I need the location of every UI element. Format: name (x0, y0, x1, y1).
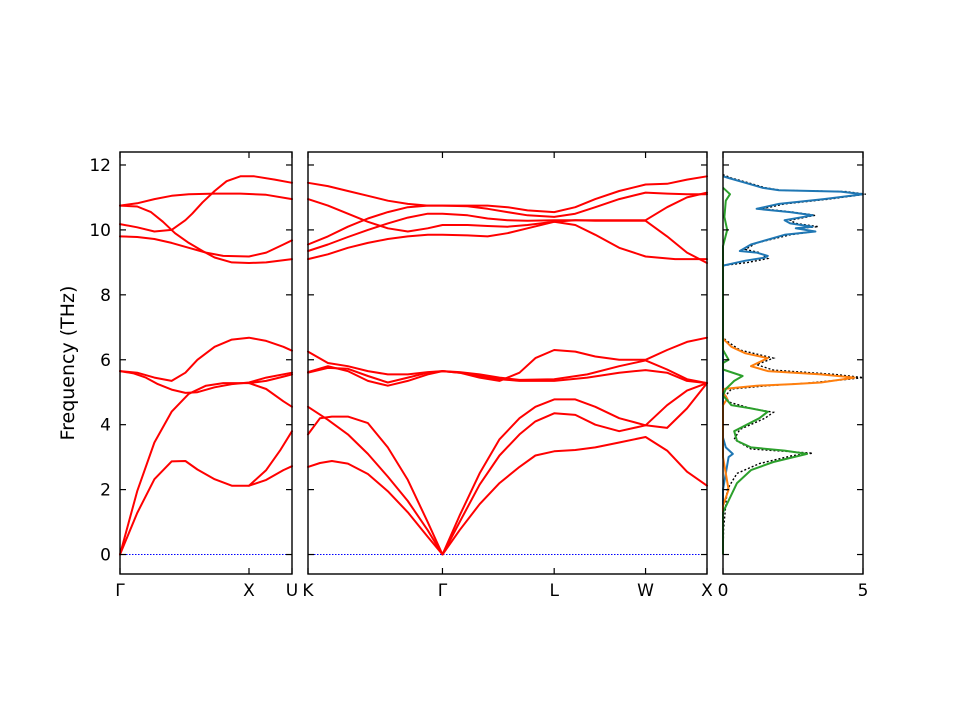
k-gamma-l-w-x-band-3 (307, 366, 708, 385)
gamma-x-u-xtick-label: Γ (115, 581, 125, 601)
k-gamma-l-w-x-band-2 (307, 382, 708, 556)
ytick-label: 10 (89, 221, 111, 241)
ytick-label: 2 (100, 481, 111, 501)
k-gamma-l-w-x-band-10 (307, 175, 708, 214)
gamma-x-u-band-9 (119, 192, 293, 207)
dos-series-2 (722, 186, 808, 555)
ytick-label: 4 (100, 416, 111, 436)
k-gamma-l-w-x-band-8 (307, 191, 708, 246)
gamma-x-u-band-7 (119, 175, 293, 233)
k-gamma-l-w-x-frame (307, 151, 708, 575)
gamma-x-u-band-0 (119, 460, 293, 556)
k-gamma-l-w-x-xtick-label: Γ (438, 581, 448, 601)
ytick-label: 12 (89, 156, 111, 176)
panel-gamma-x-u: 0 2 4 6 8 10 12 Γ X U (89, 151, 298, 601)
dos-series-1 (722, 337, 856, 555)
k-gamma-l-w-x-xtick-label: K (302, 581, 314, 601)
dos-series-0 (722, 175, 864, 535)
k-gamma-l-w-x-xtick-label: W (637, 581, 654, 601)
k-gamma-l-w-x-band-6 (307, 220, 708, 261)
dos-xtick-label: 0 (718, 581, 729, 601)
gamma-x-u-band-1 (119, 382, 293, 556)
gamma-x-u-frame (119, 151, 293, 575)
k-gamma-l-w-x-band-1 (307, 382, 708, 556)
gamma-x-u-band-8 (119, 204, 293, 264)
y-axis-label: Frequency (THz) (57, 286, 79, 441)
gamma-x-u-band-4 (248, 430, 293, 487)
k-gamma-l-w-x-band-5 (307, 336, 708, 382)
gamma-x-u-xtick-label: X (243, 581, 255, 601)
k-gamma-l-w-x-xtick-label: L (549, 581, 559, 601)
dos-frame (722, 151, 864, 575)
k-gamma-l-w-x-band-9 (307, 191, 708, 233)
k-gamma-l-w-x-xtick-label: X (701, 581, 713, 601)
k-gamma-l-w-x-band-4 (307, 359, 708, 387)
gamma-x-u-band-5 (248, 373, 293, 385)
dos-xtick-label: 5 (858, 581, 869, 601)
dos-total-line (722, 174, 866, 555)
gamma-x-u-band-3 (119, 336, 293, 382)
ytick-label: 0 (100, 546, 111, 566)
gamma-x-u-xtick-label: U (286, 581, 298, 601)
ytick-label: 6 (100, 351, 111, 371)
gamma-x-u-band-2 (119, 370, 293, 394)
k-gamma-l-w-x-band-0 (307, 436, 708, 556)
ytick-label: 8 (100, 286, 111, 306)
